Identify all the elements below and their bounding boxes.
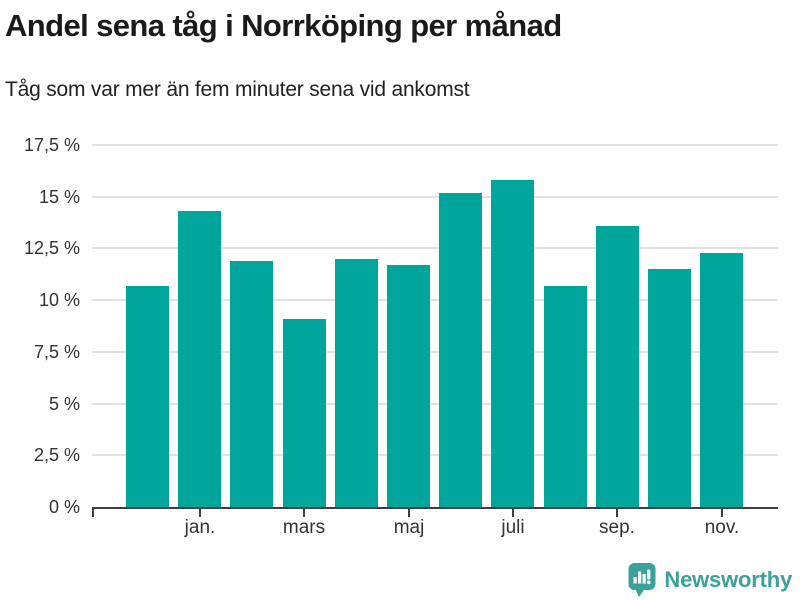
bar [544,286,587,507]
x-axis-tick [303,509,305,517]
x-axis-tick-label: juli [501,517,525,538]
x-axis-tick [616,509,618,517]
x-axis-origin-tick [92,509,94,517]
y-axis-tick-label: 15 % [38,187,80,207]
bar [596,226,639,507]
bar [178,211,221,507]
y-axis-tick-label: 17,5 % [23,135,80,155]
y-axis-tick-label: 7,5 % [33,342,80,362]
x-axis-tick [512,509,514,517]
x-axis-tick-label: nov. [704,517,740,538]
bar [648,269,691,507]
x-axis-tick-label: mars [282,517,326,538]
gridline [92,299,778,301]
y-axis-tick-label: 2,5 % [33,445,80,465]
bar [335,259,378,507]
y-axis-tick-label: 0 % [48,497,80,517]
x-axis-tick [408,509,410,517]
gridline [92,144,778,146]
chart-title: Andel sena tåg i Norrköping per månad [5,8,562,43]
bar [700,253,743,507]
bar [283,319,326,507]
newsworthy-logo-icon [628,563,656,597]
bar [230,261,273,507]
gridline [92,247,778,249]
bar [387,265,430,507]
x-axis-tick [721,509,723,517]
gridline [92,196,778,198]
x-axis-tick [199,509,201,517]
y-axis-tick-label: 5 % [48,394,80,414]
bar [491,180,534,507]
brand-name: Newsworthy [664,567,792,592]
x-axis-tick-label: sep. [599,517,635,538]
x-axis-tick-label: jan. [184,517,216,538]
brand-footer: Newsworthy [627,560,792,600]
plot-area [92,144,778,509]
gridline [92,351,778,353]
gridline [92,403,778,405]
y-axis-tick-label: 12,5 % [23,238,80,258]
gridline [92,454,778,456]
bar [126,286,169,507]
x-axis-tick-label: maj [393,517,425,538]
y-axis-tick-label: 10 % [38,290,80,310]
chart-subtitle: Tåg som var mer än fem minuter sena vid … [5,78,470,101]
bar [439,193,482,507]
